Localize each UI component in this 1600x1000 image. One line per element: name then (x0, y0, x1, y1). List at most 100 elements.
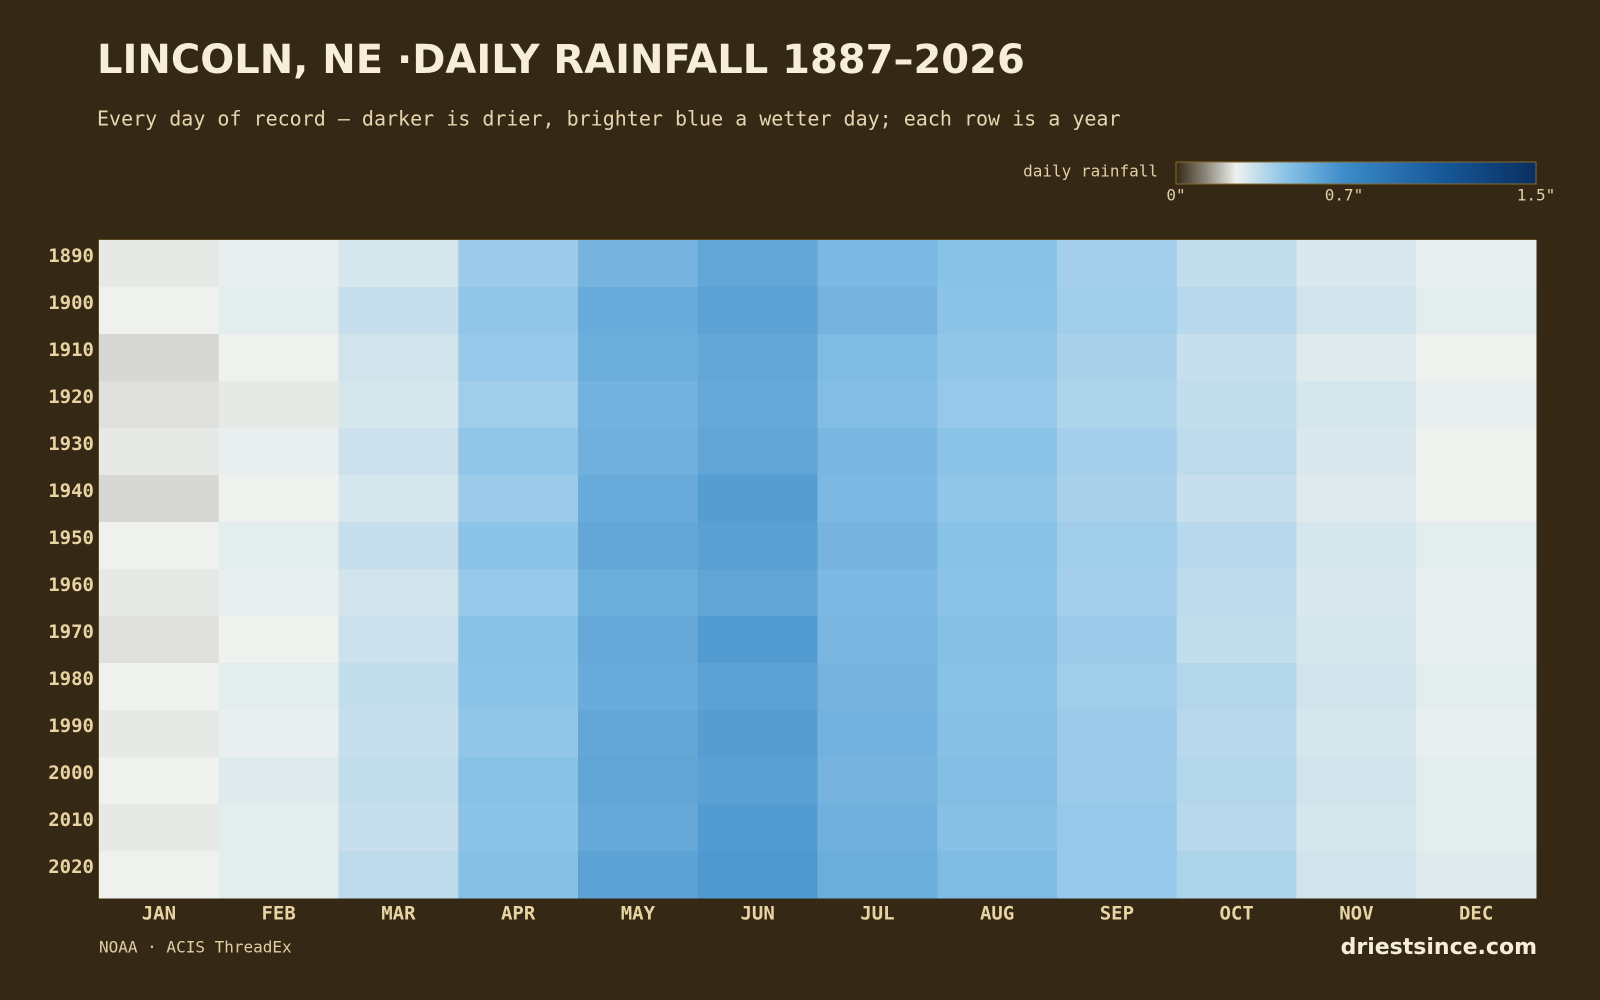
heatmap-cell (218, 381, 339, 429)
heatmap-cell (578, 522, 699, 570)
heatmap-cell (1057, 381, 1178, 429)
heatmap-cell (458, 287, 579, 335)
heatmap-cell (1296, 522, 1417, 570)
heatmap-cell (1176, 851, 1297, 899)
heatmap-cell (338, 757, 459, 805)
heatmap-cell (1176, 287, 1297, 335)
heatmap-cell (1296, 240, 1417, 288)
heatmap-cells (99, 240, 1537, 899)
heatmap-cell (578, 287, 699, 335)
x-tick-label: FEB (261, 903, 295, 925)
heatmap-cell (458, 663, 579, 711)
heatmap-cell (1416, 663, 1537, 711)
heatmap-cell (458, 851, 579, 899)
heatmap-cell (697, 522, 818, 570)
heatmap-cell (697, 287, 818, 335)
heatmap-cell (578, 381, 699, 429)
heatmap-cell (458, 475, 579, 523)
heatmap-cell (578, 475, 699, 523)
heatmap-cell (817, 381, 938, 429)
brand: driestsince.com (1341, 935, 1537, 960)
heatmap-cell (1176, 804, 1297, 852)
heatmap-cell (99, 334, 220, 382)
heatmap-cell (937, 381, 1058, 429)
heatmap-cell (1176, 428, 1297, 476)
heatmap-cell (817, 428, 938, 476)
heatmap-cell (1057, 334, 1178, 382)
heatmap-cell (697, 334, 818, 382)
heatmap-cell (937, 475, 1058, 523)
heatmap-cell (937, 710, 1058, 758)
heatmap-cell (578, 240, 699, 288)
x-tick-label: OCT (1219, 903, 1253, 925)
y-tick-label: 1900 (48, 292, 94, 314)
heatmap-cell (937, 287, 1058, 335)
y-tick-label: 1950 (48, 527, 94, 549)
x-tick-label: DEC (1459, 903, 1493, 925)
heatmap-cell (697, 851, 818, 899)
heatmap-cell (218, 428, 339, 476)
heatmap-cell (1416, 381, 1537, 429)
heatmap-cell (99, 757, 220, 805)
heatmap-cell (937, 616, 1058, 664)
y-tick-label: 1930 (48, 433, 94, 455)
x-tick-label: NOV (1339, 903, 1373, 925)
chart-title: LINCOLN, NE ·DAILY RAINFALL 1887–2026 (97, 37, 1025, 83)
heatmap-cell (578, 569, 699, 617)
x-tick-label: JAN (142, 903, 176, 925)
heatmap-cell (817, 475, 938, 523)
heatmap-cell (1296, 334, 1417, 382)
heatmap-cell (1416, 240, 1537, 288)
heatmap-cell (338, 522, 459, 570)
heatmap-cell (817, 851, 938, 899)
y-tick-label: 1990 (48, 715, 94, 737)
heatmap-cell (99, 569, 220, 617)
heatmap-cell (1176, 381, 1297, 429)
heatmap-cell (817, 569, 938, 617)
heatmap-cell (99, 710, 220, 758)
y-tick-label: 2010 (48, 809, 94, 831)
heatmap-cell (218, 804, 339, 852)
heatmap-cell (1296, 287, 1417, 335)
heatmap-cell (1176, 663, 1297, 711)
colorbar-tick-label: 0.7" (1325, 186, 1364, 205)
heatmap-cell (218, 710, 339, 758)
heatmap-cell (1057, 616, 1178, 664)
heatmap-cell (218, 616, 339, 664)
heatmap-cell (697, 569, 818, 617)
heatmap-cell (99, 663, 220, 711)
heatmap-cell (1057, 240, 1178, 288)
heatmap-cell (697, 240, 818, 288)
heatmap-cell (697, 475, 818, 523)
x-tick-label: AUG (980, 903, 1014, 925)
heatmap-cell (458, 804, 579, 852)
heatmap-cell (338, 287, 459, 335)
x-tick-label: SEP (1100, 903, 1134, 925)
heatmap-cell (1057, 522, 1178, 570)
heatmap-cell (817, 334, 938, 382)
heatmap-cell (1176, 240, 1297, 288)
heatmap-cell (817, 287, 938, 335)
heatmap-cell (1416, 475, 1537, 523)
heatmap-cell (1296, 710, 1417, 758)
heatmap-cell (697, 663, 818, 711)
heatmap-cell (1296, 616, 1417, 664)
y-tick-label: 2000 (48, 762, 94, 784)
heatmap-cell (578, 710, 699, 758)
heatmap-cell (1416, 616, 1537, 664)
heatmap-cell (1296, 381, 1417, 429)
heatmap-cell (458, 522, 579, 570)
heatmap-cell (697, 804, 818, 852)
heatmap-cell (99, 804, 220, 852)
colorbar-label: daily rainfall (1023, 162, 1158, 181)
heatmap-cell (99, 851, 220, 899)
heatmap-cell (578, 616, 699, 664)
heatmap-cell (458, 616, 579, 664)
heatmap-cell (578, 851, 699, 899)
heatmap-cell (937, 663, 1058, 711)
heatmap-cell (937, 240, 1058, 288)
y-tick-label: 1920 (48, 386, 94, 408)
heatmap-cell (578, 428, 699, 476)
heatmap-cell (1296, 569, 1417, 617)
heatmap-cell (99, 522, 220, 570)
